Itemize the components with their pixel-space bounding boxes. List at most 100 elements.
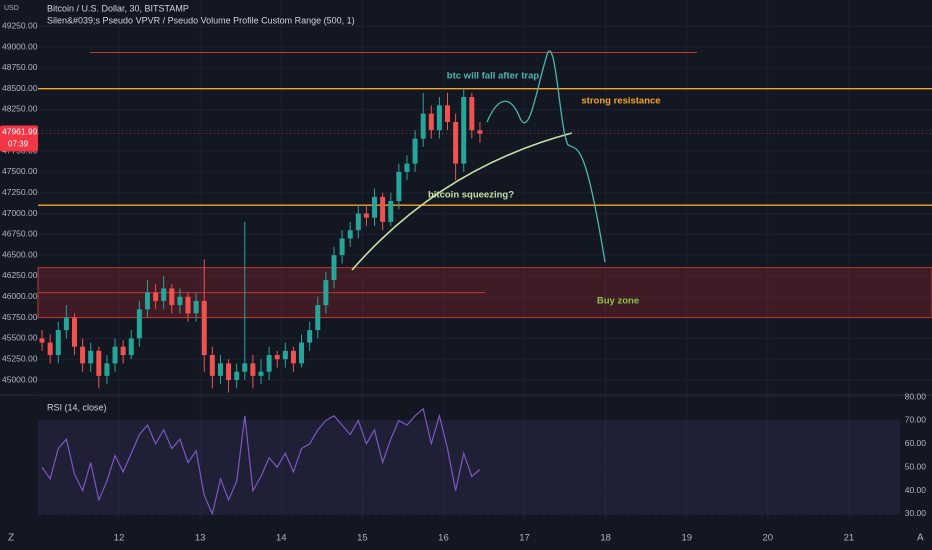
currency: USD bbox=[4, 5, 19, 12]
candle-body bbox=[404, 163, 410, 172]
rsi-pane bbox=[38, 396, 900, 516]
x-tick-label: 21 bbox=[844, 533, 855, 544]
candle-body bbox=[63, 317, 69, 331]
candle-body bbox=[258, 371, 264, 376]
candle-body bbox=[112, 346, 118, 364]
x-tick-label: 13 bbox=[195, 533, 206, 544]
candle-body bbox=[477, 130, 483, 134]
candle-body bbox=[169, 288, 175, 306]
candle-body bbox=[217, 363, 223, 376]
annotation: strong resistance bbox=[581, 96, 660, 107]
y-tick-label: 46750.00 bbox=[2, 229, 38, 239]
x-tick-label: 15 bbox=[357, 533, 368, 544]
candle-body bbox=[88, 350, 94, 364]
candle-body bbox=[136, 309, 142, 339]
x-tick-label: 20 bbox=[763, 533, 774, 544]
candle-body bbox=[380, 196, 386, 222]
candle-body bbox=[153, 292, 159, 301]
y-tick-label: 47000.00 bbox=[2, 208, 38, 218]
candle-body bbox=[234, 371, 240, 381]
candle-body bbox=[39, 338, 45, 343]
candle-body bbox=[120, 346, 126, 356]
y-tick-label: 46000.00 bbox=[2, 291, 38, 301]
candle-body bbox=[96, 350, 102, 376]
candle-body bbox=[420, 113, 426, 139]
x-tick-label: 17 bbox=[519, 533, 530, 544]
candle-body bbox=[469, 96, 475, 131]
candle-body bbox=[71, 317, 77, 347]
last-price-tag bbox=[0, 125, 38, 152]
candle-body bbox=[80, 346, 86, 364]
indicator: Silen&#039;s Pseudo VPVR / Pseudo Volume… bbox=[47, 15, 355, 25]
candle-body bbox=[339, 238, 345, 256]
candle-body bbox=[282, 350, 288, 360]
title: Bitcoin / U.S. Dollar, 30, BITSTAMP bbox=[47, 3, 189, 13]
y-tick-label: 49250.00 bbox=[2, 20, 38, 30]
candle-body bbox=[347, 230, 353, 239]
levels bbox=[37, 51, 932, 319]
squeeze-curve bbox=[351, 132, 573, 271]
y-tick-label: 45500.00 bbox=[2, 333, 38, 343]
candle-body bbox=[242, 363, 248, 372]
y-tick-label: 50.00 bbox=[905, 461, 927, 471]
candle-body bbox=[250, 363, 256, 376]
candle-body bbox=[290, 350, 296, 364]
y-tick-label: 48250.00 bbox=[2, 104, 38, 114]
x-tick-label: 12 bbox=[114, 533, 125, 544]
candle-body bbox=[412, 138, 418, 164]
candle-body bbox=[428, 113, 434, 131]
candle-body bbox=[201, 300, 207, 356]
y-tick-label: 46250.00 bbox=[2, 270, 38, 280]
candle-body bbox=[185, 296, 191, 314]
candle-body bbox=[461, 96, 467, 164]
candle-body bbox=[436, 105, 442, 131]
candle-body bbox=[453, 121, 459, 164]
candle-body bbox=[315, 305, 321, 331]
candle-body bbox=[209, 355, 215, 376]
candle-body bbox=[226, 363, 232, 381]
candle-body bbox=[445, 105, 451, 122]
countdown: 07:39 bbox=[8, 140, 29, 149]
candles bbox=[39, 88, 483, 393]
y-tick-label: 47500.00 bbox=[2, 166, 38, 176]
annotation: Buy zone bbox=[597, 296, 639, 307]
annotation: btc will fall after trap bbox=[447, 71, 540, 82]
candle-body bbox=[323, 280, 329, 306]
candle-body bbox=[355, 213, 361, 231]
x-tick-label: 19 bbox=[681, 533, 692, 544]
y-tick-label: 46500.00 bbox=[2, 249, 38, 259]
candle-body bbox=[388, 201, 394, 222]
candle-body bbox=[104, 363, 110, 376]
x-tick-label: 14 bbox=[276, 533, 287, 544]
rsi-title: RSI (14, close) bbox=[47, 402, 107, 412]
candle-body bbox=[161, 288, 167, 301]
y-tick-label: 60.00 bbox=[905, 438, 927, 448]
rsi-line bbox=[41, 407, 481, 516]
candle-body bbox=[331, 255, 337, 281]
y-tick-label: 49000.00 bbox=[2, 41, 38, 51]
y-tick-label: 47250.00 bbox=[2, 187, 38, 197]
candle-body bbox=[307, 330, 313, 343]
candle-body bbox=[177, 296, 183, 306]
x-tick-label: 18 bbox=[600, 533, 611, 544]
candle-body bbox=[372, 196, 378, 218]
candle-body bbox=[396, 171, 402, 202]
candle-body bbox=[144, 292, 150, 310]
annotation: bitcoin squeezing? bbox=[428, 190, 514, 201]
y-tick-label: 45000.00 bbox=[2, 374, 38, 384]
candle-body bbox=[128, 338, 134, 356]
last-price-label: 47961.99 bbox=[2, 127, 38, 137]
auto-icon[interactable]: A bbox=[917, 533, 924, 544]
y-tick-label: 48750.00 bbox=[2, 62, 38, 72]
candle-body bbox=[193, 300, 199, 314]
tz-icon[interactable]: Z bbox=[8, 533, 14, 544]
x-tick-label: 16 bbox=[438, 533, 449, 544]
y-tick-label: 45250.00 bbox=[2, 353, 38, 363]
candle-body bbox=[299, 342, 305, 364]
candle-body bbox=[55, 330, 61, 356]
y-tick-label: 40.00 bbox=[905, 485, 927, 495]
y-tick-label: 80.00 bbox=[905, 391, 927, 401]
projection-curve bbox=[486, 50, 606, 263]
y-tick-label: 70.00 bbox=[905, 415, 927, 425]
